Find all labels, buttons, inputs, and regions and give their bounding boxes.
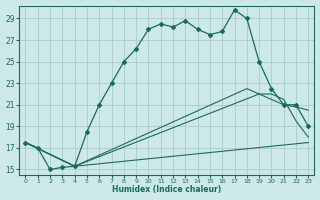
X-axis label: Humidex (Indice chaleur): Humidex (Indice chaleur)	[112, 185, 221, 194]
